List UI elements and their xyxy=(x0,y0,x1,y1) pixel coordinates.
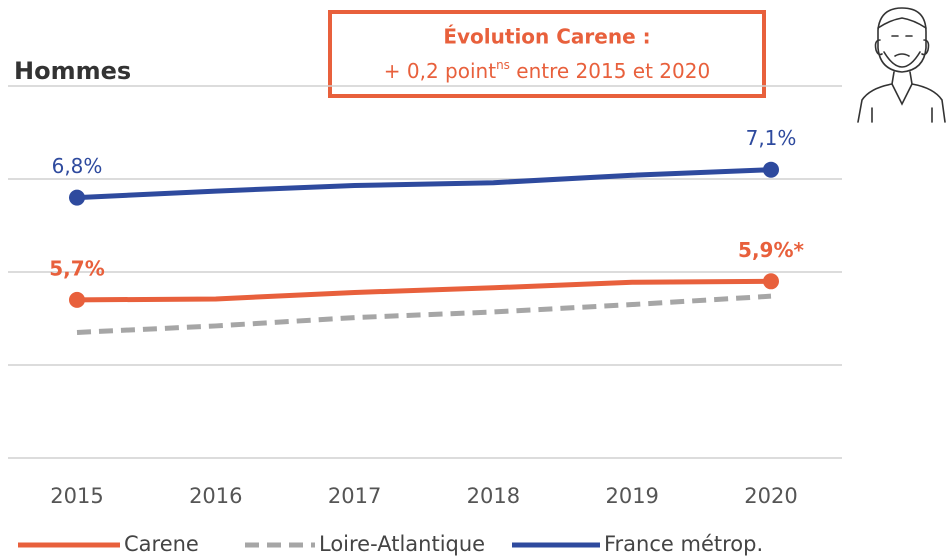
point-marker xyxy=(763,161,779,178)
chart-title: Hommes xyxy=(14,57,131,85)
annotation-superscript: ns xyxy=(496,58,510,72)
series-line xyxy=(76,278,772,303)
person-icon xyxy=(857,7,946,123)
annotation-text: + 0,2 pointns entre 2015 et 2020 xyxy=(384,58,710,83)
annotation-text-after: entre 2015 et 2020 xyxy=(510,59,710,83)
data-label: 5,9%* xyxy=(738,238,804,262)
annotation-box xyxy=(328,10,766,98)
point-marker xyxy=(763,273,779,290)
x-tick-label: 2019 xyxy=(605,484,658,508)
series-line xyxy=(76,167,772,201)
point-marker xyxy=(69,189,85,206)
annotation-text-before: + 0,2 point xyxy=(384,59,496,83)
legend-label: Loire-Atlantique xyxy=(319,532,485,556)
data-label: 7,1% xyxy=(746,126,797,150)
legend-label: Carene xyxy=(124,532,199,556)
x-tick-label: 2015 xyxy=(50,484,103,508)
x-tick-label: 2020 xyxy=(744,484,797,508)
x-tick-label: 2016 xyxy=(189,484,242,508)
annotation-title: Évolution Carene : xyxy=(443,25,650,49)
data-label: 5,7% xyxy=(49,256,104,280)
legend-label: France métrop. xyxy=(604,532,763,556)
x-tick-label: 2017 xyxy=(328,484,381,508)
point-marker xyxy=(69,291,85,308)
data-label: 6,8% xyxy=(52,154,103,178)
series-line xyxy=(76,293,772,335)
x-tick-label: 2018 xyxy=(467,484,520,508)
